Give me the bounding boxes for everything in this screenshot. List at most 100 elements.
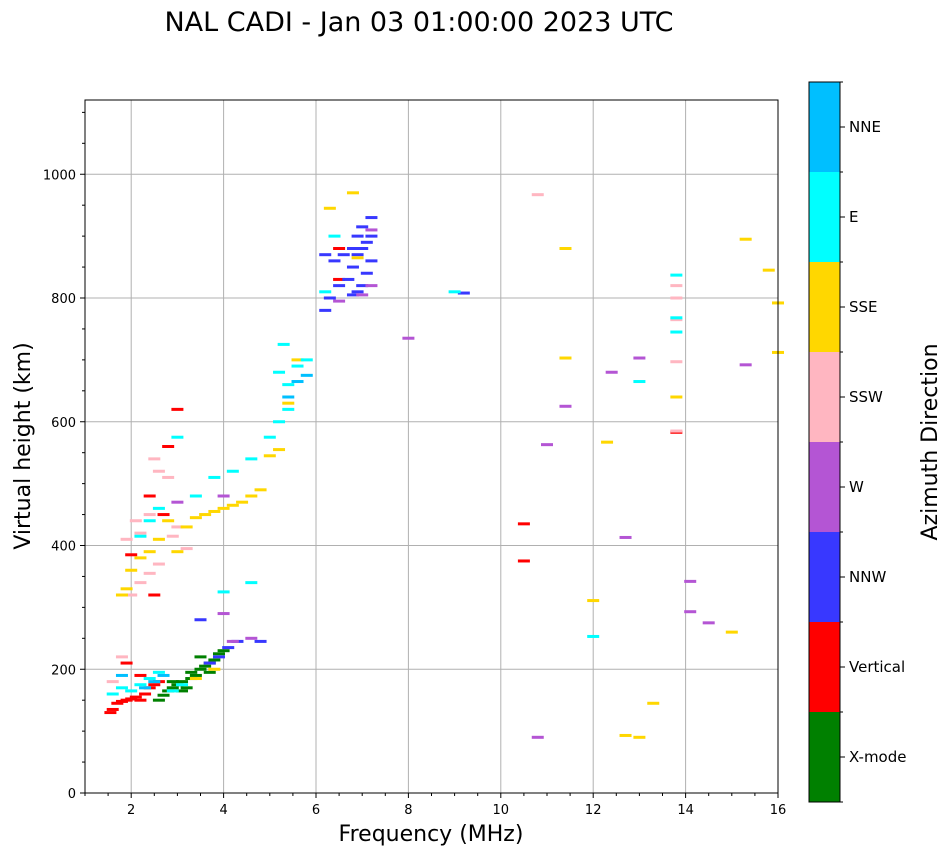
data-point-w xyxy=(402,336,415,340)
data-point-x-mode xyxy=(185,670,198,674)
data-point-sse xyxy=(226,503,239,507)
data-point-sse xyxy=(323,206,336,210)
colorbar-tick-label: E xyxy=(849,208,858,226)
data-point-w xyxy=(702,621,715,625)
data-point-e xyxy=(143,519,156,523)
y-tick-label: 0 xyxy=(68,787,76,802)
data-point-nnw xyxy=(328,259,341,263)
data-point-e xyxy=(448,290,461,294)
data-point-vertical xyxy=(143,494,156,498)
data-point-sse xyxy=(115,593,128,597)
data-point-sse xyxy=(180,525,193,529)
data-point-ssw xyxy=(115,655,128,659)
data-point-e xyxy=(134,683,147,687)
y-tick-label: 600 xyxy=(51,416,76,431)
data-point-x-mode xyxy=(194,667,207,671)
data-point-vertical xyxy=(157,513,170,517)
data-point-nnw xyxy=(360,271,373,275)
data-point-w xyxy=(541,443,553,447)
data-point-ssw xyxy=(670,296,683,300)
data-point-sse xyxy=(217,506,230,510)
data-point-w xyxy=(365,228,378,232)
data-point-x-mode xyxy=(189,673,202,677)
data-point-sse xyxy=(125,568,138,572)
data-point-nne xyxy=(157,673,170,677)
data-point-x-mode xyxy=(176,680,189,684)
data-point-sse xyxy=(208,509,221,513)
data-point-ssw xyxy=(129,519,142,523)
data-point-nne xyxy=(291,380,304,384)
data-point-w xyxy=(684,579,697,583)
data-point-sse xyxy=(189,677,202,681)
data-point-e xyxy=(166,689,179,693)
data-point-nnw xyxy=(351,290,364,294)
data-point-sse xyxy=(351,256,364,260)
data-point-sse xyxy=(291,358,304,362)
data-point-e xyxy=(106,692,119,696)
data-point-x-mode xyxy=(157,693,170,697)
data-point-x-mode xyxy=(217,649,230,653)
data-point-x-mode xyxy=(180,686,193,690)
data-point-e xyxy=(152,670,165,674)
data-point-vertical xyxy=(148,683,161,687)
data-point-e xyxy=(300,358,313,362)
data-point-nne xyxy=(115,673,128,677)
data-point-e xyxy=(115,686,128,690)
data-point-e xyxy=(245,457,258,461)
data-point-nnw xyxy=(365,216,378,220)
data-point-x-mode xyxy=(194,655,207,659)
data-point-sse xyxy=(143,550,156,554)
data-point-sse xyxy=(263,454,276,458)
data-point-nnw xyxy=(356,247,369,250)
data-point-e xyxy=(125,689,138,693)
colorbar-tick-label: SSW xyxy=(849,388,883,406)
data-point-sse xyxy=(559,247,572,250)
data-point-nnw xyxy=(346,293,359,297)
data-point-x-mode xyxy=(166,680,179,684)
data-point-nnw xyxy=(254,639,267,643)
data-point-e xyxy=(273,420,286,424)
data-point-vertical xyxy=(134,698,147,702)
data-point-e xyxy=(282,407,295,411)
data-point-vertical xyxy=(139,692,152,696)
data-point-nnw xyxy=(319,253,332,257)
chart-title: NAL CADI - Jan 03 01:00:00 2023 UTC xyxy=(164,7,673,38)
x-tick-label: 2 xyxy=(127,803,135,818)
data-point-w xyxy=(684,610,697,614)
colorbar-segment xyxy=(809,622,840,712)
data-point-nnw xyxy=(323,296,336,300)
data-point-sse xyxy=(739,237,752,241)
data-point-e xyxy=(217,590,230,594)
colorbar-tick-label: X-mode xyxy=(849,748,906,766)
data-point-vertical xyxy=(106,707,119,711)
data-point-w xyxy=(605,370,618,374)
data-point-e xyxy=(273,370,286,374)
data-point-vertical xyxy=(171,407,184,411)
data-point-ssw xyxy=(125,593,138,597)
data-point-sse xyxy=(647,701,660,705)
y-tick-label: 200 xyxy=(51,663,76,678)
data-point-nne xyxy=(300,373,313,377)
colorbar-tick-label: NNW xyxy=(849,568,886,586)
data-point-vertical xyxy=(162,445,175,448)
data-point-ssw xyxy=(143,513,156,517)
x-tick-label: 10 xyxy=(493,803,510,818)
data-point-nnw xyxy=(365,234,378,238)
data-point-nnw xyxy=(337,253,350,257)
data-point-ssw xyxy=(531,193,544,197)
x-tick-label: 12 xyxy=(585,803,602,818)
data-point-e xyxy=(291,364,304,368)
data-point-sse xyxy=(346,191,359,195)
data-point-e xyxy=(208,475,221,479)
colorbar-frame xyxy=(808,81,841,803)
data-point-ssw xyxy=(171,525,184,529)
data-point-sse xyxy=(254,488,267,492)
data-point-sse xyxy=(134,556,147,560)
data-point-nnw xyxy=(333,284,346,288)
data-point-nnw xyxy=(346,265,359,269)
data-point-nnw xyxy=(457,291,470,295)
x-axis-label: Frequency (MHz) xyxy=(339,822,524,847)
data-point-sse xyxy=(245,494,258,498)
data-point-e xyxy=(670,316,683,320)
